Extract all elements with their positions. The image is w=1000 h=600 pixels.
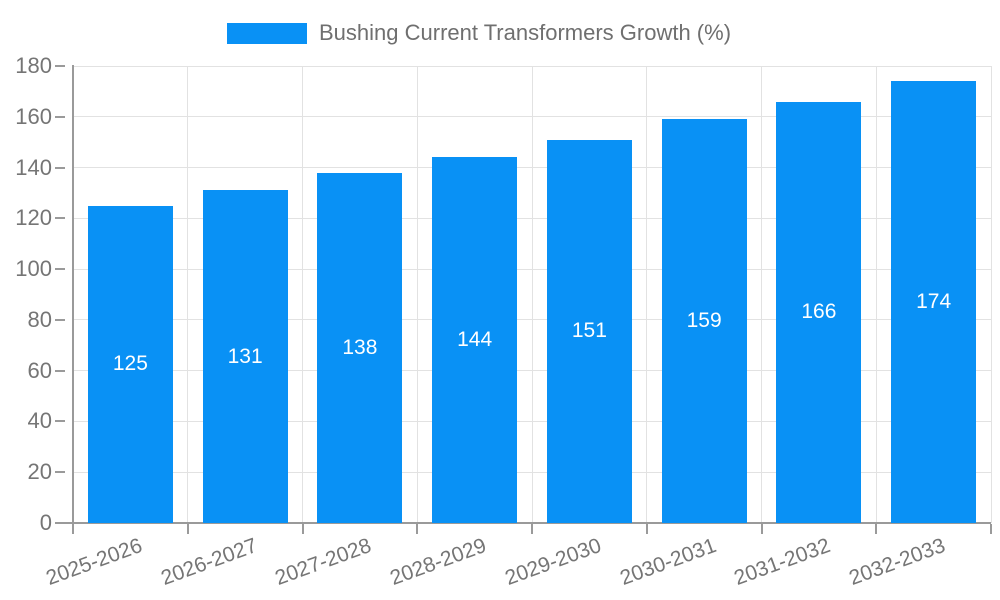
x-tick-label: 2028-2029 <box>387 534 490 590</box>
y-tick-label: 20 <box>27 459 52 485</box>
y-tick-label: 160 <box>15 103 52 129</box>
x-tick-label: 2032-2033 <box>846 534 949 590</box>
y-tick <box>55 166 65 169</box>
y-tick-label: 180 <box>15 53 52 78</box>
x-tick <box>760 524 763 534</box>
x-tick-label: 2030-2031 <box>616 534 719 590</box>
x-tick-label: 2031-2032 <box>731 534 834 590</box>
bar-value-label: 151 <box>571 319 607 343</box>
y-tick-label: 0 <box>39 510 52 535</box>
x-tick-label: 2029-2030 <box>501 534 605 590</box>
y-tick-label: 100 <box>15 256 52 282</box>
x-tick-label: 2025-2026 <box>42 534 146 590</box>
y-tick <box>55 65 65 67</box>
x-grid-line <box>646 66 648 523</box>
bar <box>776 101 862 523</box>
x-tick <box>301 524 304 534</box>
x-tick <box>645 524 648 534</box>
x-tick-label: 2027-2028 <box>272 534 375 590</box>
y-tick <box>55 115 65 118</box>
bar <box>202 190 288 523</box>
bar-value-label: 166 <box>801 300 837 324</box>
y-tick <box>55 522 65 524</box>
x-grid-line <box>187 66 189 523</box>
x-grid-line <box>302 66 303 523</box>
y-tick <box>55 420 65 423</box>
y-tick-label: 140 <box>15 154 52 180</box>
y-tick <box>55 471 65 474</box>
x-grid-line <box>875 66 877 523</box>
legend-label: Bushing Current Transformers Growth (%) <box>319 20 732 45</box>
y-tick <box>55 268 65 271</box>
x-grid-line <box>416 66 418 523</box>
bar-value-label: 125 <box>112 352 148 376</box>
y-tick-label: 40 <box>27 408 52 434</box>
bar <box>891 81 977 523</box>
x-tick <box>186 524 189 534</box>
bar <box>661 119 747 523</box>
y-tick-label: 120 <box>15 205 52 231</box>
y-tick <box>55 217 65 220</box>
x-tick-label: 2026-2027 <box>157 534 260 590</box>
x-tick <box>416 524 419 534</box>
x-grid-line <box>531 66 533 523</box>
y-axis-line <box>72 65 74 534</box>
legend-swatch <box>227 22 307 44</box>
x-tick <box>531 524 533 534</box>
bar-value-label: 131 <box>227 344 263 368</box>
x-tick <box>990 524 992 534</box>
x-grid-line <box>761 66 762 523</box>
y-tick-label: 80 <box>27 306 52 332</box>
bar <box>317 172 403 523</box>
bar <box>546 139 632 523</box>
x-axis-line <box>65 522 991 524</box>
x-tick <box>875 524 878 534</box>
bar-value-label: 174 <box>916 290 952 314</box>
bar-value-label: 159 <box>686 309 722 333</box>
bar-value-label: 144 <box>457 328 493 352</box>
x-grid-line <box>990 66 992 523</box>
y-tick <box>55 318 65 321</box>
bar-value-label: 138 <box>342 335 378 359</box>
bar <box>432 157 518 523</box>
y-tick-label: 60 <box>27 357 52 383</box>
y-tick <box>55 369 65 372</box>
bar <box>87 205 173 523</box>
legend[interactable]: Bushing Current Transformers Growth (%) <box>227 20 731 46</box>
